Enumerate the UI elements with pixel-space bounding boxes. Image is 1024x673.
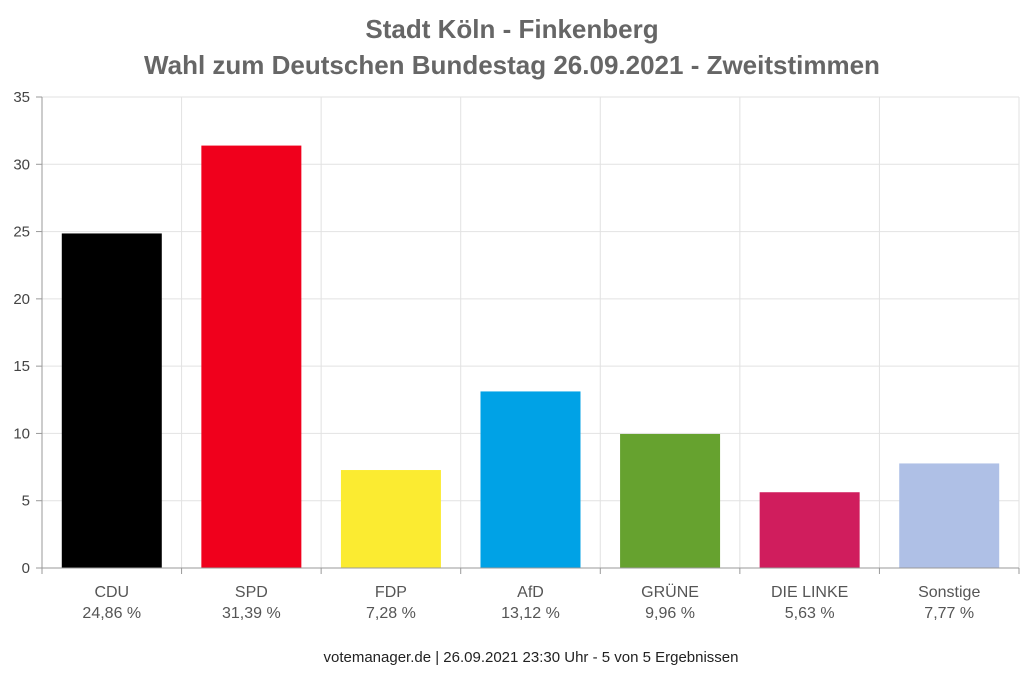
plot-area: 0 5 10 15 20 25 30 35 CDU 24,86 % SPD 31,39 % FDP 7,2… [13,89,1020,622]
y-tick-label: 30 [13,156,30,173]
x-category-label: SPD [235,584,268,601]
bar-fdp [340,470,441,568]
bar-die-linke [759,492,860,568]
y-tick-label: 5 [22,493,30,510]
x-category-label: AfD [517,584,544,601]
bar-grüne [620,433,721,568]
x-category-label: FDP [375,584,407,601]
y-tick-label: 0 [22,560,30,577]
x-value-label: 9,96 % [645,605,695,622]
y-tick-label: 15 [13,358,30,375]
y-tick-label: 20 [13,291,30,308]
y-tick-label: 25 [13,224,30,241]
bar-sonstige [899,463,1000,568]
x-category-label: DIE LINKE [771,584,848,601]
x-value-label: 7,77 % [924,605,974,622]
x-value-label: 31,39 % [222,605,281,622]
x-value-label: 5,63 % [785,605,835,622]
bar-cdu [61,233,162,568]
x-category-label: CDU [94,584,129,601]
chart-footer: votemanager.de | 26.09.2021 23:30 Uhr - … [323,649,738,666]
chart-title-line-1: Stadt Köln - Finkenberg [365,14,658,44]
x-value-label: 7,28 % [366,605,416,622]
bar-spd [201,145,302,568]
x-value-label: 24,86 % [82,605,141,622]
bar-afd [480,391,581,568]
y-tick-label: 35 [13,89,30,106]
y-tick-label: 10 [13,425,30,442]
x-value-label: 13,12 % [501,605,560,622]
chart-title-line-2: Wahl zum Deutschen Bundestag 26.09.2021 … [144,50,880,80]
x-category-label: Sonstige [918,584,980,601]
x-category-label: GRÜNE [641,583,699,601]
